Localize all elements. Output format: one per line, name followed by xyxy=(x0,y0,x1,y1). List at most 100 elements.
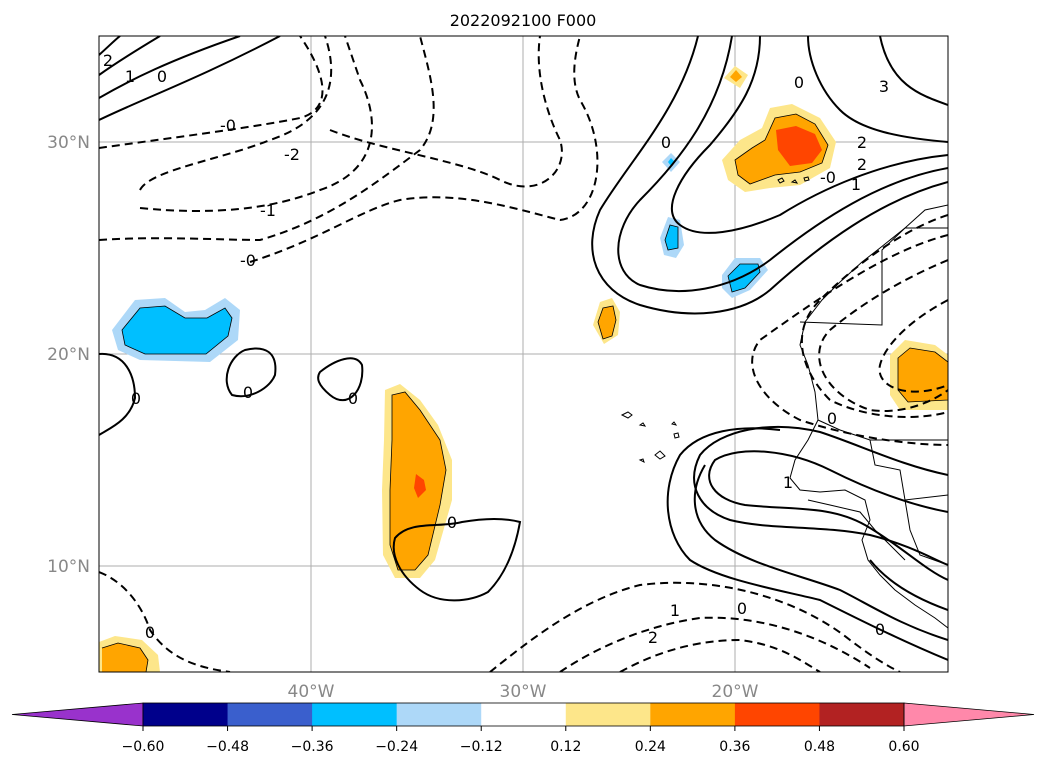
outline-blue-west xyxy=(121,305,233,355)
colorbar-tick-label: 0.36 xyxy=(719,739,750,755)
positive-anomaly-north-dot-core xyxy=(730,70,742,82)
colorbar-tick-label: −0.24 xyxy=(375,739,418,755)
dashed-contour-3 xyxy=(99,36,435,242)
dashed-contour-2 xyxy=(139,36,333,191)
dashed-contour-south-3 xyxy=(559,616,871,672)
cape-verde-1 xyxy=(620,411,633,419)
colorbar-extend-high xyxy=(903,702,1035,727)
solid-contour-africa-5 xyxy=(869,559,948,611)
lon-label-40w: 40°W xyxy=(288,682,335,702)
plot-frame xyxy=(98,35,949,673)
colorbar-tick-label: 0.12 xyxy=(550,739,581,755)
cape-verde-2 xyxy=(638,421,678,427)
solid-contour-south-closed xyxy=(392,518,522,602)
contour-label: 2 xyxy=(648,628,658,647)
colorbar-tick-label: −0.12 xyxy=(460,739,503,755)
outline-blue-small-1 xyxy=(664,224,679,251)
border-5 xyxy=(904,499,948,566)
positive-anomaly-small-core xyxy=(598,306,616,339)
colorbar-segment xyxy=(396,703,482,726)
positive-anomaly-sw-core xyxy=(102,643,148,672)
contour-label: 2 xyxy=(857,155,867,174)
colorbar-frame xyxy=(142,702,905,727)
outline-blue-small-2 xyxy=(727,263,761,293)
contour-label: 1 xyxy=(670,601,680,620)
lon-label-20w: 20°W xyxy=(712,682,759,702)
latitude-labels: 30°N 20°N 10°N xyxy=(47,133,90,577)
contour-label: 0 xyxy=(661,133,671,152)
contour-label: 1 xyxy=(783,473,793,492)
solid-contour-nw-2 xyxy=(99,36,161,76)
colorbar-tick-label: −0.36 xyxy=(291,739,334,755)
solid-contours xyxy=(99,36,948,661)
border-1 xyxy=(799,227,948,326)
contour-label: 3 xyxy=(879,77,889,96)
solid-contour-ne-4 xyxy=(591,36,948,315)
colorbar-segment xyxy=(227,703,313,726)
dashed-contour-east-2 xyxy=(818,259,948,412)
colorbar-tick-label: 0.60 xyxy=(888,739,919,755)
solid-contour-west-edge xyxy=(99,352,137,436)
solid-contour-closed-2 xyxy=(317,357,364,402)
contour-label: 0 xyxy=(447,513,457,532)
contour-label: 2 xyxy=(103,51,113,70)
positive-anomaly-central-max xyxy=(414,474,426,498)
canary-islands xyxy=(777,176,810,184)
shading-outlines xyxy=(101,113,948,672)
contour-label: 0 xyxy=(875,620,885,639)
lat-label-10n: 10°N xyxy=(47,557,90,577)
colorbar-segment xyxy=(734,703,820,726)
contour-label: -1 xyxy=(260,201,276,220)
contour-label: 1 xyxy=(851,175,861,194)
outline-east xyxy=(897,347,948,403)
dashed-contour-1 xyxy=(99,36,324,149)
solid-contour-closed-1 xyxy=(225,347,277,398)
border-4 xyxy=(807,499,906,561)
lat-label-30n: 30°N xyxy=(47,133,90,153)
contour-label: 0 xyxy=(827,409,837,428)
solid-contour-africa-4 xyxy=(693,464,948,641)
longitude-labels: 40°W 30°W 20°W xyxy=(288,682,759,702)
contour-label: -0 xyxy=(220,116,236,135)
dashed-contour-4 xyxy=(139,36,373,212)
outline-sw xyxy=(101,642,149,672)
solid-contour-africa-3 xyxy=(666,427,948,661)
solid-contour-nw-3 xyxy=(99,36,241,99)
solid-contour-nw-4 xyxy=(99,36,281,121)
contour-label: -0 xyxy=(240,251,256,270)
border-3 xyxy=(869,439,948,501)
negative-anomaly-dot-core xyxy=(668,158,675,166)
outline-small xyxy=(597,305,617,340)
colorbar-tick-label: −0.48 xyxy=(206,739,249,755)
colorbar-tick-label: −0.60 xyxy=(122,739,165,755)
solid-contour-ne-3 xyxy=(617,36,948,292)
solid-contour-nw-1 xyxy=(99,36,121,56)
colorbar-segment xyxy=(481,703,567,726)
solid-contour-ne-2 xyxy=(670,36,948,234)
contour-label: 2 xyxy=(857,133,867,152)
dashed-contour-south-4 xyxy=(619,638,821,672)
cape-verde-3 xyxy=(638,432,680,463)
colorbar: −0.60 −0.48 −0.36 −0.24 −0.12 0.12 0.24 0.36 0.4… xyxy=(11,702,1035,755)
colorbar-segment xyxy=(143,703,229,726)
map-title: 2022092100 F000 xyxy=(450,11,597,30)
outline-central xyxy=(389,391,447,571)
contour-label: 0 xyxy=(157,67,167,86)
solid-contour-africa-2 xyxy=(708,450,948,581)
contour-labels: -0 -2 -1 -0 0 1 2 0 0 0 0 0 3 2 2 1 0 1 … xyxy=(103,51,889,647)
contour-label: 0 xyxy=(243,383,253,402)
solid-contour-ne-1 xyxy=(807,36,948,143)
colorbar-tick-label: 0.24 xyxy=(635,739,666,755)
contour-label: 0 xyxy=(737,599,747,618)
dashed-contour-east-3 xyxy=(878,299,948,393)
lat-label-20n: 20°N xyxy=(47,345,90,365)
colorbar-extend-low xyxy=(11,702,144,727)
contour-label: 0 xyxy=(145,623,155,642)
dashed-contours xyxy=(99,36,948,672)
dashed-contour-south-1 xyxy=(99,571,231,672)
contour-label: -2 xyxy=(284,145,300,164)
dashed-contour-east-1 xyxy=(800,214,948,418)
colorbar-segment xyxy=(819,703,905,726)
dashed-contour-5 xyxy=(329,36,563,188)
